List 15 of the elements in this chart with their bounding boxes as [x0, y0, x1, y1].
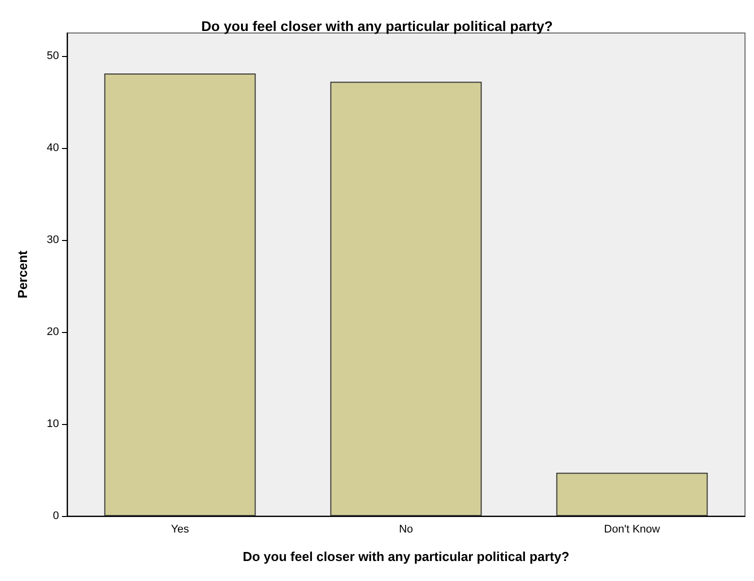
x-tick-label: Yes — [171, 524, 190, 536]
chart-title: Do you feel closer with any particular political party? — [201, 18, 553, 34]
y-tick-label: 0 — [52, 510, 59, 522]
bar — [556, 472, 708, 516]
y-axis-title: Percent — [15, 250, 30, 298]
y-tick-label: 10 — [46, 418, 59, 430]
bar — [330, 82, 482, 516]
x-axis-title: Do you feel closer with any particular political party? — [242, 549, 570, 564]
bar — [104, 73, 256, 516]
y-tick-label: 30 — [46, 234, 59, 246]
x-tick-label: Don't Know — [604, 524, 660, 536]
y-tick-label: 40 — [46, 142, 59, 154]
y-tick-label: 20 — [46, 326, 59, 338]
x-tick-label: No — [398, 524, 414, 536]
y-tick-label: 50 — [46, 50, 59, 62]
